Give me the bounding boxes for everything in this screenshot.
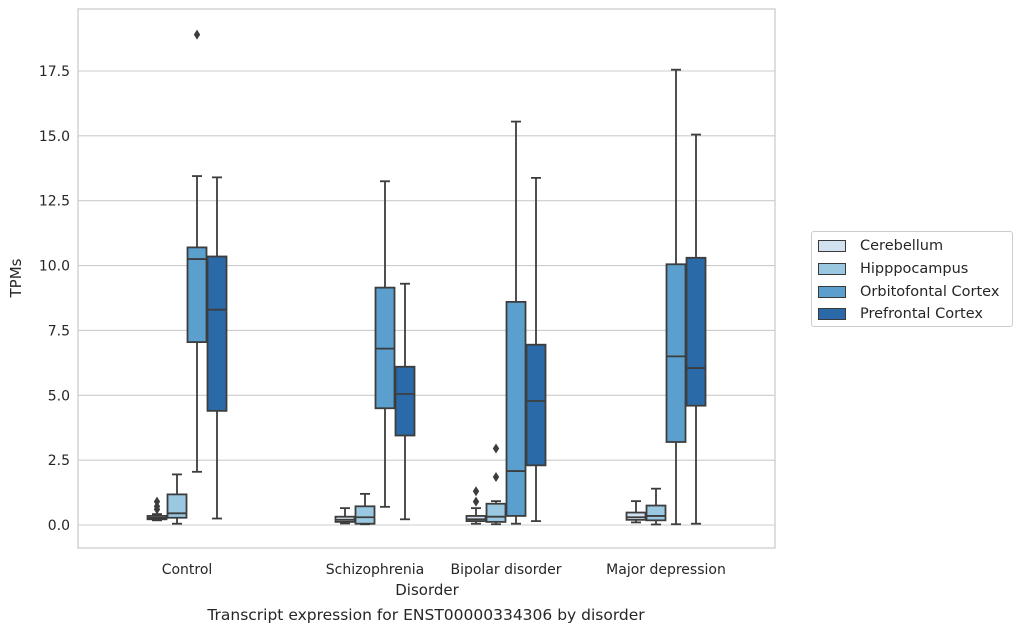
legend-swatch bbox=[818, 240, 846, 253]
box-iqr bbox=[665, 263, 687, 443]
series-prefrontal-cortex bbox=[206, 133, 707, 525]
box-iqr bbox=[166, 493, 188, 519]
box bbox=[645, 487, 667, 526]
outlier-point bbox=[492, 472, 500, 483]
box-iqr bbox=[186, 246, 208, 344]
y-tick-label: 12.5 bbox=[39, 194, 70, 210]
chart-caption: Transcript expression for ENST0000033430… bbox=[207, 606, 645, 624]
box bbox=[146, 496, 168, 522]
y-tick-label: 7.5 bbox=[48, 323, 70, 339]
y-tick-label: 15.0 bbox=[39, 129, 70, 145]
box bbox=[625, 500, 647, 524]
legend-label: Prefrontal Cortex bbox=[860, 306, 983, 323]
box bbox=[465, 486, 487, 525]
box bbox=[354, 492, 376, 526]
box-iqr bbox=[206, 255, 228, 412]
outlier-point bbox=[472, 486, 480, 497]
box bbox=[166, 473, 188, 525]
box bbox=[186, 29, 208, 473]
legend-swatch bbox=[818, 263, 846, 276]
x-tick-label: Control bbox=[162, 562, 213, 578]
box-iqr bbox=[394, 365, 416, 437]
legend-swatch bbox=[818, 308, 846, 321]
box bbox=[685, 133, 707, 525]
box bbox=[206, 176, 228, 520]
series-cerebellum bbox=[146, 486, 647, 525]
legend-label: Hipppocampus bbox=[860, 261, 969, 278]
y-tick-label: 0.0 bbox=[48, 518, 70, 534]
outlier-point bbox=[153, 496, 161, 507]
box-iqr bbox=[354, 505, 376, 525]
y-tick-label: 10.0 bbox=[39, 259, 70, 275]
box bbox=[665, 68, 687, 526]
box bbox=[394, 282, 416, 521]
plot-area-frame bbox=[77, 8, 776, 549]
box-iqr bbox=[485, 502, 507, 523]
x-axis-label: Disorder bbox=[395, 581, 459, 599]
legend-swatch bbox=[818, 285, 846, 298]
box-iqr bbox=[645, 504, 667, 522]
legend-item: Hipppocampus bbox=[818, 258, 1012, 281]
legend-label: Orbitofontal Cortex bbox=[860, 283, 1000, 300]
legend: Cerebellum Hipppocampus Orbitofontal Corte… bbox=[811, 231, 1013, 327]
box bbox=[505, 120, 527, 525]
legend-label: Cerebellum bbox=[860, 238, 944, 255]
outlier-point bbox=[472, 496, 480, 507]
box bbox=[374, 180, 396, 508]
legend-item: Orbitofontal Cortex bbox=[818, 280, 1012, 303]
y-tick-labels: 0.0 2.5 5.0 7.5 10.0 12.5 15.0 17.5 bbox=[39, 64, 70, 534]
outlier-point bbox=[193, 29, 201, 40]
x-tick-label: Schizophrenia bbox=[326, 562, 424, 578]
outlier-point bbox=[492, 443, 500, 454]
x-tick-labels: Control Schizophrenia Bipolar disorder Majo… bbox=[162, 562, 726, 578]
x-tick-label: Major depression bbox=[606, 562, 726, 578]
box bbox=[485, 443, 507, 526]
series-hipppocampus bbox=[166, 443, 667, 526]
y-tick-label: 5.0 bbox=[48, 388, 70, 404]
series-orbitofontal-cortex bbox=[186, 29, 687, 526]
box-iqr bbox=[625, 511, 647, 521]
box-iqr bbox=[525, 343, 547, 467]
y-axis-label: TPMs bbox=[7, 258, 25, 298]
y-tick-label: 17.5 bbox=[39, 64, 70, 80]
box-iqr bbox=[685, 256, 707, 407]
legend-item: Cerebellum bbox=[818, 235, 1012, 258]
y-tick-label: 2.5 bbox=[48, 453, 70, 469]
box-series bbox=[146, 29, 707, 526]
box bbox=[334, 507, 356, 525]
legend-item: Prefrontal Cortex bbox=[818, 303, 1012, 326]
box-iqr bbox=[505, 300, 527, 517]
box bbox=[525, 176, 547, 523]
x-tick-label: Bipolar disorder bbox=[450, 562, 561, 578]
